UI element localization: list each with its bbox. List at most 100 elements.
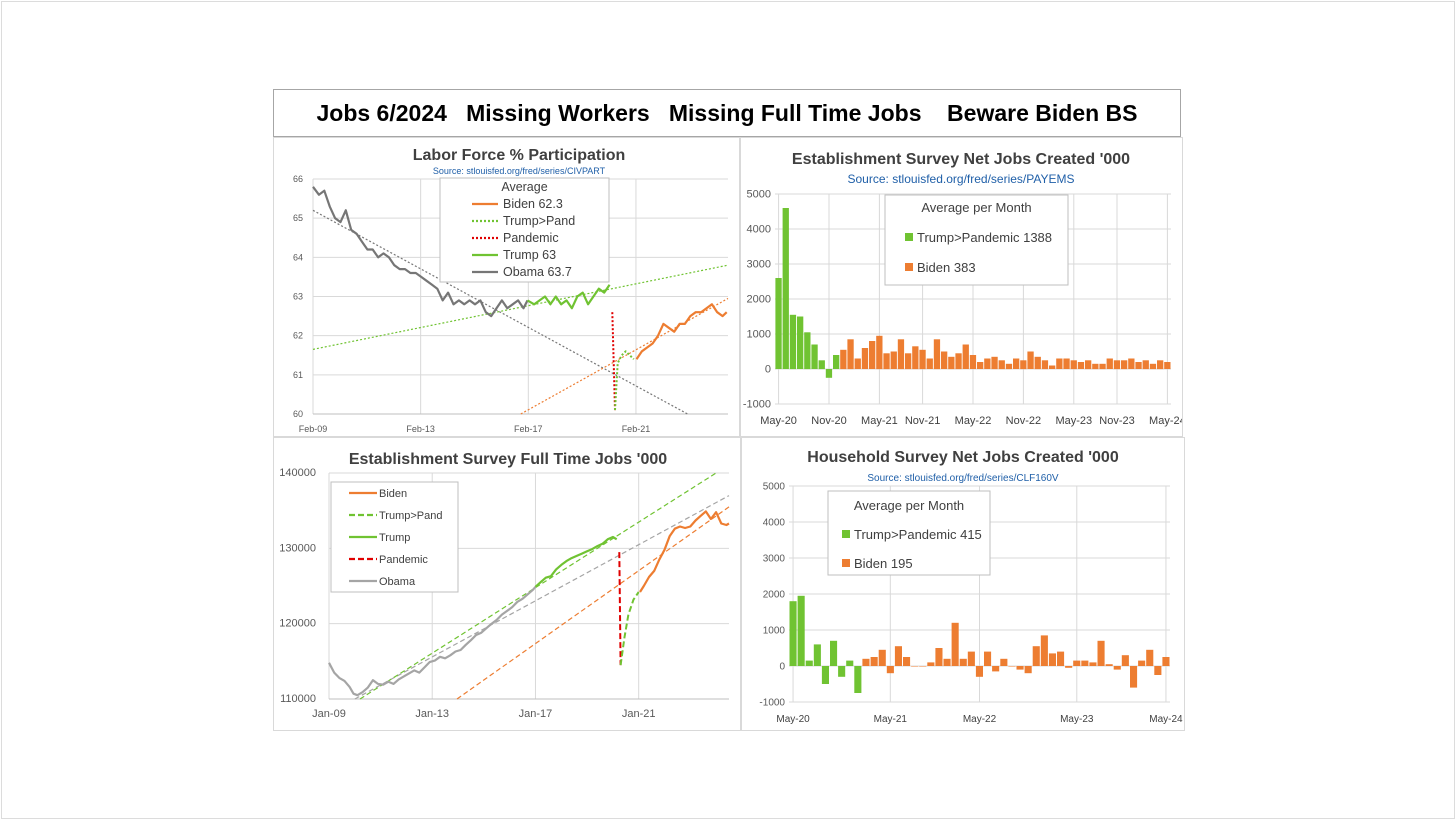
y-tick-label: 5000 [747, 189, 771, 201]
bar-biden [998, 360, 1005, 370]
y-tick-label: 1000 [763, 626, 786, 637]
bar-biden [1128, 358, 1135, 369]
series-line-trump [534, 535, 618, 588]
bar-biden [1113, 666, 1121, 670]
legend-label: Obama 63.7 [503, 265, 572, 279]
bar-biden [943, 658, 951, 666]
x-tick-label: Nov-21 [905, 415, 940, 427]
bar-biden [1049, 365, 1056, 369]
y-tick-label: 66 [293, 174, 303, 184]
bar-biden [969, 355, 977, 369]
bar-biden [1135, 362, 1142, 369]
x-tick-label: May-20 [760, 415, 797, 427]
y-tick-label: 62 [293, 331, 303, 341]
x-tick-label: Jan-17 [519, 708, 553, 720]
bar-biden [1154, 666, 1162, 675]
legend-title: Average per Month [854, 498, 964, 513]
bar-biden [967, 651, 975, 666]
bar-biden [1032, 646, 1040, 666]
series-line-biden [639, 510, 730, 593]
chart-subtitle: Source: stlouisfed.org/fred/series/CIVPA… [433, 166, 606, 176]
bar-trump-pandemic [854, 666, 862, 693]
legend-label: Trump 63 [503, 248, 556, 262]
bar-trump-pandemic [811, 344, 818, 369]
legend-label: Biden 195 [854, 556, 913, 571]
legend-swatch [842, 530, 850, 538]
bar-biden [1105, 664, 1113, 666]
x-tick-label: May-23 [1060, 714, 1094, 725]
bar-biden [919, 666, 927, 667]
bar-biden [1005, 363, 1013, 370]
bar-trump-pandemic [838, 666, 846, 677]
bar-biden [935, 648, 943, 666]
bar-trump-pandemic [789, 601, 797, 666]
y-tick-label: -1000 [759, 698, 785, 709]
bar-trump-pandemic [821, 666, 829, 684]
bar-biden [1040, 635, 1048, 666]
bar-trump-pandemic [818, 360, 825, 370]
y-tick-label: 2000 [747, 294, 771, 306]
bar-biden [1164, 362, 1171, 369]
series-line-trump-pand [614, 350, 635, 411]
y-tick-label: 3000 [747, 259, 771, 271]
y-tick-label: 2000 [763, 590, 786, 601]
bar-biden [959, 658, 967, 666]
trendline [312, 209, 688, 415]
x-tick-label: Feb-09 [299, 424, 328, 434]
series-line-trump-pand [619, 591, 640, 666]
x-tick-label: May-22 [963, 714, 997, 725]
bar-biden [1008, 666, 1016, 667]
bar-biden [890, 351, 897, 369]
bar-biden [1138, 660, 1146, 666]
bar-biden [840, 349, 847, 370]
y-tick-label: 130000 [279, 542, 316, 554]
y-tick-label: 5000 [763, 482, 786, 493]
legend-label: Obama [379, 576, 416, 588]
bar-biden [1063, 358, 1070, 369]
chart-title: Establishment Survey Full Time Jobs '000 [349, 451, 667, 468]
bar-biden [962, 344, 969, 369]
x-tick-label: May-24 [1149, 415, 1182, 427]
y-tick-label: 65 [293, 213, 303, 223]
bar-biden [878, 649, 886, 666]
bar-biden [1092, 363, 1099, 370]
y-tick-label: 61 [293, 370, 303, 380]
bar-biden [1034, 356, 1041, 370]
bar-biden [911, 666, 919, 667]
legend-box [884, 194, 1069, 286]
legend-label: Trump>Pandemic 1388 [917, 230, 1052, 245]
y-tick-label: 120000 [279, 618, 316, 630]
series-line-pandemic [618, 552, 622, 666]
page-title: Jobs 6/2024 Missing Workers Missing Full… [316, 99, 1138, 126]
series-line-pandemic [611, 312, 616, 411]
y-tick-label: 0 [765, 364, 771, 376]
bar-biden [903, 657, 911, 666]
bar-biden [951, 622, 959, 666]
y-tick-label: 140000 [279, 467, 316, 479]
bar-biden [933, 339, 941, 370]
bar-biden [1027, 351, 1034, 369]
chart-subtitle: Source: stlouisfed.org/fred/series/PAYEM… [848, 172, 1075, 186]
series-line-biden [635, 303, 728, 360]
trendline [354, 495, 730, 700]
bar-biden [847, 339, 854, 370]
bar-biden [1113, 360, 1121, 370]
x-tick-label: Jan-21 [622, 708, 656, 720]
y-tick-label: 4000 [763, 518, 786, 529]
x-tick-label: May-23 [1055, 415, 1092, 427]
bar-biden [984, 358, 991, 369]
x-tick-label: May-21 [861, 415, 898, 427]
bar-biden [894, 646, 902, 666]
bar-biden [854, 358, 861, 369]
bar-biden [1149, 363, 1157, 370]
bar-biden [1099, 363, 1106, 370]
y-tick-label: 1000 [747, 329, 771, 341]
household-net-jobs-chart: Household Survey Net Jobs Created '000 So… [759, 449, 1183, 725]
x-tick-label: Nov-20 [811, 415, 846, 427]
trendline [359, 472, 717, 700]
x-tick-label: Nov-23 [1099, 415, 1134, 427]
x-tick-label: Jan-13 [415, 708, 449, 720]
bar-biden [912, 346, 919, 370]
chart-title: Labor Force % Participation [413, 147, 625, 164]
legend-swatch [905, 233, 913, 241]
